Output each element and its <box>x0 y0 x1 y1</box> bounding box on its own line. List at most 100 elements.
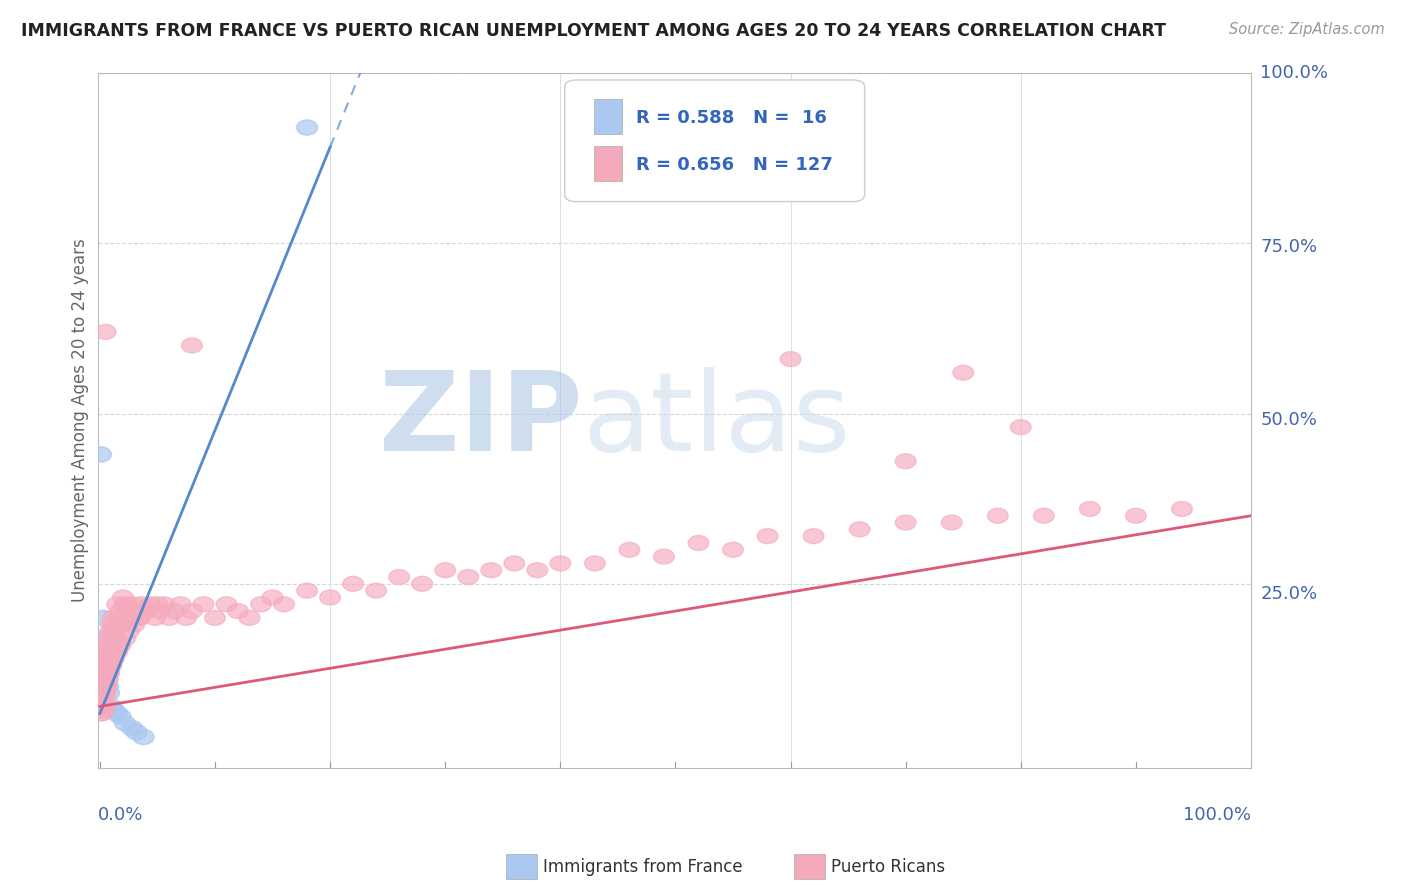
Ellipse shape <box>122 597 142 612</box>
Ellipse shape <box>550 556 571 571</box>
Ellipse shape <box>101 658 122 673</box>
Ellipse shape <box>527 563 548 578</box>
Ellipse shape <box>97 665 117 680</box>
Ellipse shape <box>96 644 115 659</box>
Ellipse shape <box>93 610 114 625</box>
Ellipse shape <box>91 685 112 700</box>
Ellipse shape <box>274 597 294 612</box>
Ellipse shape <box>93 699 114 714</box>
Ellipse shape <box>98 665 120 680</box>
Ellipse shape <box>503 556 524 571</box>
Ellipse shape <box>688 535 709 550</box>
Ellipse shape <box>93 651 114 666</box>
Ellipse shape <box>141 597 160 612</box>
Ellipse shape <box>193 597 214 612</box>
Ellipse shape <box>181 338 202 353</box>
Ellipse shape <box>103 651 124 666</box>
Text: 100.0%: 100.0% <box>1182 805 1251 824</box>
Ellipse shape <box>723 542 744 558</box>
Ellipse shape <box>101 617 122 632</box>
Ellipse shape <box>97 672 117 687</box>
Ellipse shape <box>758 529 778 543</box>
Ellipse shape <box>412 576 433 591</box>
Ellipse shape <box>128 610 148 625</box>
Ellipse shape <box>110 604 131 618</box>
Ellipse shape <box>849 522 870 537</box>
Ellipse shape <box>103 624 124 639</box>
Text: 75.0%: 75.0% <box>1260 238 1317 256</box>
Ellipse shape <box>987 508 1008 524</box>
Ellipse shape <box>100 644 121 659</box>
Ellipse shape <box>90 706 111 721</box>
FancyBboxPatch shape <box>593 99 623 134</box>
Ellipse shape <box>94 658 115 673</box>
Ellipse shape <box>942 515 962 530</box>
Text: Puerto Ricans: Puerto Ricans <box>831 858 945 876</box>
Ellipse shape <box>122 721 142 736</box>
FancyBboxPatch shape <box>565 80 865 202</box>
Ellipse shape <box>145 610 166 625</box>
Ellipse shape <box>118 624 139 639</box>
Ellipse shape <box>107 644 128 659</box>
Text: R = 0.656   N = 127: R = 0.656 N = 127 <box>637 156 834 174</box>
Ellipse shape <box>93 679 114 693</box>
Ellipse shape <box>165 604 186 618</box>
Ellipse shape <box>124 604 145 618</box>
Ellipse shape <box>94 679 115 693</box>
Ellipse shape <box>91 658 112 673</box>
Ellipse shape <box>297 583 318 599</box>
Ellipse shape <box>96 325 115 339</box>
Ellipse shape <box>108 610 129 625</box>
Ellipse shape <box>953 365 973 380</box>
Ellipse shape <box>90 699 111 714</box>
Ellipse shape <box>120 610 141 625</box>
Ellipse shape <box>107 706 128 721</box>
Ellipse shape <box>115 597 135 612</box>
Ellipse shape <box>585 556 605 571</box>
Ellipse shape <box>176 610 197 625</box>
Ellipse shape <box>134 730 155 745</box>
Ellipse shape <box>127 725 148 739</box>
Ellipse shape <box>107 597 128 612</box>
Ellipse shape <box>94 631 115 646</box>
Ellipse shape <box>1011 420 1031 434</box>
Ellipse shape <box>96 685 115 700</box>
Ellipse shape <box>103 702 124 717</box>
Ellipse shape <box>97 644 118 659</box>
Text: 100.0%: 100.0% <box>1260 64 1329 82</box>
Ellipse shape <box>155 597 174 612</box>
Ellipse shape <box>481 563 502 578</box>
Ellipse shape <box>96 679 115 693</box>
Ellipse shape <box>96 679 115 693</box>
Ellipse shape <box>91 672 112 687</box>
Ellipse shape <box>91 679 112 693</box>
Ellipse shape <box>91 706 112 721</box>
Ellipse shape <box>228 604 249 618</box>
Ellipse shape <box>94 665 115 680</box>
Ellipse shape <box>90 447 111 462</box>
Ellipse shape <box>97 665 117 680</box>
Ellipse shape <box>97 672 118 687</box>
Text: Source: ZipAtlas.com: Source: ZipAtlas.com <box>1229 22 1385 37</box>
Text: 50.0%: 50.0% <box>1260 411 1317 429</box>
Ellipse shape <box>117 604 138 618</box>
Ellipse shape <box>93 685 114 700</box>
Ellipse shape <box>105 638 127 653</box>
Ellipse shape <box>94 702 115 717</box>
Ellipse shape <box>110 638 131 653</box>
Ellipse shape <box>115 631 135 646</box>
Ellipse shape <box>110 709 131 724</box>
Ellipse shape <box>100 624 121 639</box>
Ellipse shape <box>896 515 917 530</box>
Ellipse shape <box>262 590 283 605</box>
Ellipse shape <box>205 610 225 625</box>
Ellipse shape <box>1080 501 1101 516</box>
Text: atlas: atlas <box>582 367 851 474</box>
Ellipse shape <box>112 590 134 605</box>
Ellipse shape <box>91 699 112 714</box>
Ellipse shape <box>104 631 125 646</box>
Ellipse shape <box>297 120 318 135</box>
Ellipse shape <box>111 617 132 632</box>
Ellipse shape <box>98 665 120 680</box>
Text: IMMIGRANTS FROM FRANCE VS PUERTO RICAN UNEMPLOYMENT AMONG AGES 20 TO 24 YEARS CO: IMMIGRANTS FROM FRANCE VS PUERTO RICAN U… <box>21 22 1166 40</box>
